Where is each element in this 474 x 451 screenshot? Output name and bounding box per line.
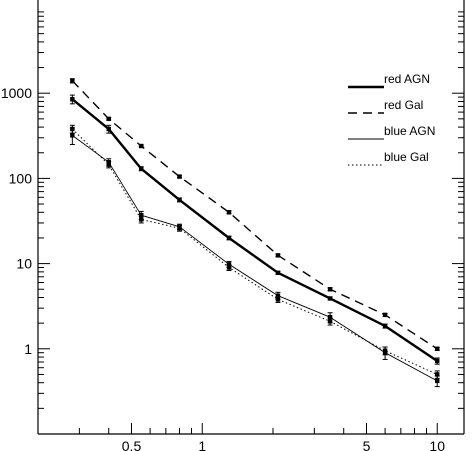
data-point [106,116,111,122]
series-red-agn [69,94,440,365]
data-point [275,253,281,258]
data-point [177,174,182,179]
y-tick-label: 10 [16,256,32,272]
data-point [327,314,333,320]
y-tick-label: 100 [9,170,33,186]
data-point [177,226,182,231]
data-point [382,323,388,329]
series-line [71,98,438,362]
data-point [139,212,144,218]
data-point [327,319,333,324]
data-point [226,265,232,270]
y-tick-label: 1000 [1,85,32,101]
data-point [275,297,281,302]
legend-label: red AGN [384,72,430,86]
series-line [71,80,438,350]
data-point [275,270,281,275]
data-point [435,346,440,351]
data-point [139,143,144,149]
series-line [72,135,438,382]
data-point [177,197,182,203]
data-point [70,126,75,132]
y-axis: 1000 100 10 1 [1,11,464,435]
legend: red AGN red Gal blue AGN blue Gal [348,72,435,166]
data-point [435,372,440,377]
legend-label: blue AGN [384,124,435,138]
series-blue-gal [69,124,440,379]
data-point [70,97,75,102]
legend-label: red Gal [384,98,423,112]
plot-frame [37,0,465,435]
data-point [226,210,232,215]
data-point [106,126,111,132]
data-point [275,293,281,298]
series-group [69,78,440,388]
data-point [435,358,440,364]
data-point [382,348,388,353]
x-tick-label: 1 [198,438,206,451]
data-point [327,287,333,292]
data-point [106,162,111,167]
data-point [70,78,75,83]
data-point [139,166,144,171]
data-point [226,235,232,241]
data-point [327,296,333,301]
y-tick-label: 1 [24,341,32,357]
data-point [382,312,388,318]
x-tick-label: 10 [429,438,445,451]
series-red-gal [69,78,440,351]
data-point [70,133,75,138]
data-point [139,217,144,222]
legend-label: blue Gal [384,150,429,164]
series-line [71,128,438,375]
data-point [435,378,440,384]
x-tick-label: 0.5 [122,438,142,451]
x-tick-label: 5 [363,438,371,451]
x-axis: 0.5 1 5 10 [37,423,445,451]
